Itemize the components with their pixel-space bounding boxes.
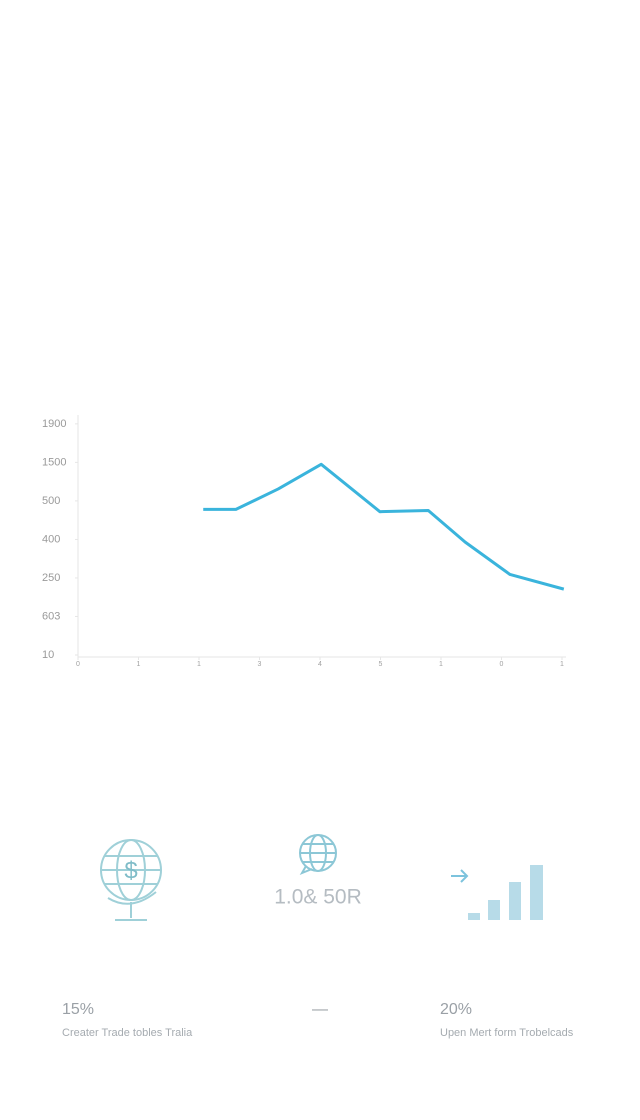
y-tick-label: 250	[42, 572, 60, 584]
x-tick-label: 1	[137, 661, 141, 668]
svg-text:$: $	[124, 857, 137, 884]
x-tick-label: 0	[76, 661, 80, 668]
data-line	[203, 462, 565, 591]
x-tick-label: 3	[258, 661, 262, 668]
x-tick-label: 5	[379, 661, 383, 668]
y-tick-label: 500	[42, 495, 60, 507]
globe-chat-icon	[299, 834, 337, 875]
y-tick-label: 400	[42, 533, 60, 545]
stat-caption: Creater Trade tobles Tralia	[62, 1027, 193, 1039]
stat-caption: Upen Mert form Trobelcads	[440, 1027, 574, 1039]
x-tick-label: 4	[318, 661, 322, 668]
y-tick-label: 1900	[42, 418, 66, 430]
x-tick-label: 0	[500, 661, 504, 668]
stat-value: 20%	[440, 1001, 472, 1018]
y-tick-label: 603	[42, 610, 60, 622]
growth-icon	[451, 865, 543, 920]
x-tick-label: 1	[560, 661, 564, 668]
x-tick-label: 1	[197, 661, 201, 668]
stat-value: —	[312, 1001, 328, 1018]
stat-value: 15%	[62, 1001, 94, 1018]
center-value: 1.0& 50R	[274, 886, 362, 909]
globe-dollar-icon: $	[100, 839, 162, 921]
y-tick-label: 1500	[42, 456, 66, 468]
x-tick-label: 1	[439, 661, 443, 668]
y-tick-label: 10	[42, 649, 54, 661]
